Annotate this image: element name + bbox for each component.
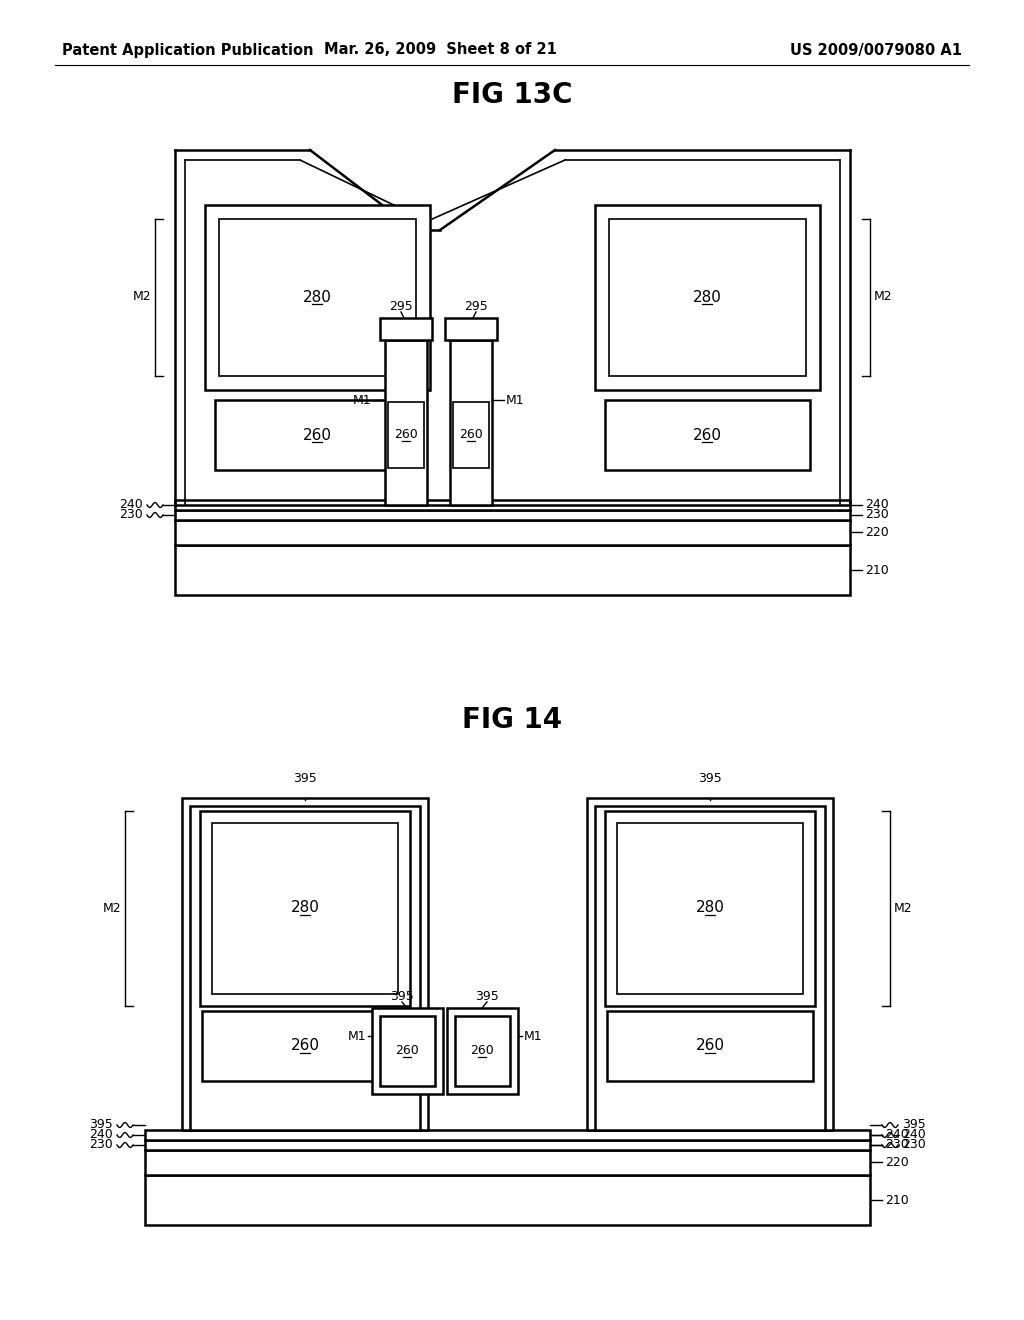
Text: 395: 395 [902,1118,926,1131]
Bar [605,810,815,1006]
Bar [609,219,806,376]
Text: 260: 260 [395,1044,419,1057]
Text: 260: 260 [302,428,332,442]
Bar [455,1016,510,1086]
Bar [445,318,497,341]
Text: 220: 220 [865,525,889,539]
Text: M1: M1 [506,393,524,407]
Text: 295: 295 [389,300,413,313]
Text: 220: 220 [885,1155,908,1168]
Text: M1: M1 [347,1030,366,1043]
Bar [202,1011,408,1081]
Bar [453,403,489,469]
Text: 240: 240 [885,1129,908,1142]
Bar [587,799,833,1130]
Text: 230: 230 [885,1138,908,1151]
Text: 240: 240 [865,499,889,511]
Bar [190,807,420,1130]
Text: 260: 260 [692,428,722,442]
Text: 260: 260 [394,429,418,441]
Text: 240: 240 [89,1129,113,1142]
Text: US 2009/0079080 A1: US 2009/0079080 A1 [790,42,962,58]
Bar [182,799,428,1130]
Bar [372,1008,443,1094]
Text: 240: 240 [119,499,143,511]
Text: 230: 230 [902,1138,926,1151]
Bar [595,205,820,389]
Text: 230: 230 [865,508,889,521]
Text: Patent Application Publication: Patent Application Publication [62,42,313,58]
Text: Mar. 26, 2009  Sheet 8 of 21: Mar. 26, 2009 Sheet 8 of 21 [324,42,556,58]
Text: 395: 395 [89,1118,113,1131]
Text: FIG 14: FIG 14 [462,706,562,734]
Bar [447,1008,518,1094]
Text: 260: 260 [470,1044,494,1057]
Bar [219,219,416,376]
Text: 230: 230 [119,508,143,521]
Text: M2: M2 [874,290,893,304]
Bar [145,1140,870,1150]
Text: 260: 260 [459,429,483,441]
Bar [605,400,810,470]
Bar [175,545,850,595]
Text: 295: 295 [464,300,487,313]
Text: 395: 395 [475,990,499,1002]
Bar [205,205,430,389]
Bar [200,810,410,1006]
Bar [145,1150,870,1175]
Text: 230: 230 [89,1138,113,1151]
Bar [595,807,825,1130]
Bar [617,822,803,994]
Bar [380,1016,435,1086]
Bar [450,341,492,506]
Bar [175,520,850,545]
Bar [175,500,850,510]
Bar [607,1011,813,1081]
Text: M1: M1 [524,1030,543,1043]
Text: M2: M2 [132,290,151,304]
Text: 395: 395 [698,772,722,785]
Text: 280: 280 [692,289,722,305]
Text: 280: 280 [302,289,332,305]
Text: 260: 260 [291,1039,319,1053]
Bar [215,400,420,470]
Bar [212,822,398,994]
Text: 395: 395 [293,772,316,785]
Text: M2: M2 [102,902,121,915]
Bar [380,318,432,341]
Bar [175,510,850,520]
Text: M2: M2 [894,902,912,915]
Bar [145,1130,870,1140]
Text: 210: 210 [885,1193,908,1206]
Text: 240: 240 [902,1129,926,1142]
Text: 260: 260 [695,1039,725,1053]
Text: M1: M1 [352,393,371,407]
Bar [385,341,427,506]
Bar [388,403,424,469]
Text: 280: 280 [291,900,319,916]
Text: 210: 210 [865,564,889,577]
Text: FIG 13C: FIG 13C [452,81,572,110]
Text: 280: 280 [695,900,724,916]
Text: 395: 395 [390,990,414,1002]
Bar [145,1175,870,1225]
